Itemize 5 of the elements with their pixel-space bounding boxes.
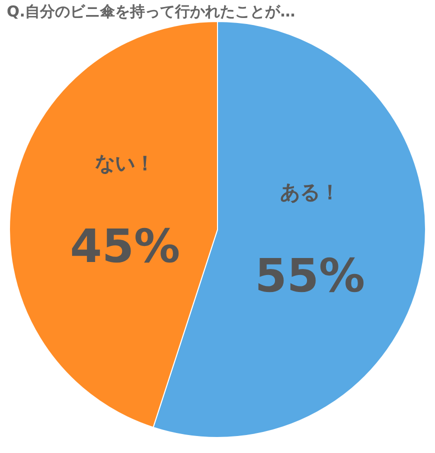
slice-label: ある！ [280,180,340,204]
data-label: 45% [70,219,180,274]
slice-label: ない！ [95,150,156,175]
data-label: 55% [254,248,366,302]
chart-title: Q.自分のビニ傘を持って行かれたことが… [6,2,296,21]
